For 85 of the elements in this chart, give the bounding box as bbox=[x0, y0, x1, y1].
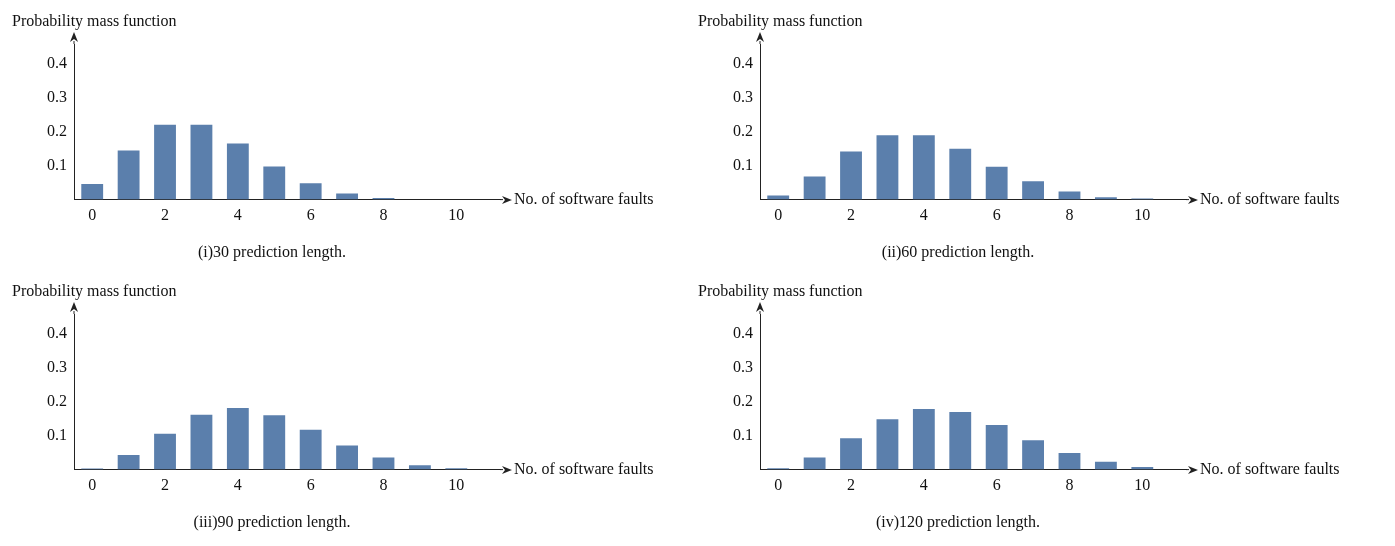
x-tick-label: 6 bbox=[992, 206, 1001, 224]
y-tick-label: 0.4 bbox=[47, 54, 67, 72]
x-tick-label: 4 bbox=[919, 476, 928, 494]
bar bbox=[226, 143, 249, 200]
y-tick-label: 0.2 bbox=[47, 392, 67, 410]
y-axis-title: Probability mass function bbox=[12, 12, 177, 31]
bar bbox=[949, 412, 972, 470]
bar bbox=[408, 465, 431, 470]
x-tick-label: 2 bbox=[161, 206, 170, 224]
y-tick-label: 0.1 bbox=[47, 425, 67, 443]
x-axis-title: No. of software faults bbox=[514, 459, 654, 477]
y-tick-label: 0.2 bbox=[733, 392, 753, 410]
x-tick-label: 10 bbox=[1134, 206, 1151, 224]
text: (iv)120 prediction length. bbox=[876, 512, 1040, 531]
text: (ii)60 prediction length. bbox=[881, 242, 1035, 261]
y-axis-title: Probability mass function bbox=[698, 12, 863, 31]
bar bbox=[876, 135, 899, 200]
bar bbox=[117, 150, 140, 200]
x-tick-label: 2 bbox=[847, 206, 856, 224]
bar bbox=[1058, 191, 1081, 200]
x-tick-label: 10 bbox=[1134, 476, 1151, 494]
bar bbox=[190, 414, 213, 470]
x-axis-title: No. of software faults bbox=[1200, 189, 1340, 207]
y-tick-label: 0.1 bbox=[733, 425, 753, 443]
bar bbox=[912, 135, 935, 200]
bar bbox=[372, 457, 395, 470]
x-tick-label: 4 bbox=[233, 476, 242, 494]
x-tick-label: 6 bbox=[992, 476, 1001, 494]
x-tick-label: 0 bbox=[88, 206, 97, 224]
x-tick-label: 6 bbox=[306, 476, 315, 494]
bar bbox=[263, 415, 286, 470]
x-tick-label: 2 bbox=[161, 476, 170, 494]
x-tick-label: 0 bbox=[774, 476, 783, 494]
y-tick-label: 0.4 bbox=[733, 54, 753, 72]
x-tick-label: 8 bbox=[379, 476, 388, 494]
bar bbox=[336, 445, 358, 470]
x-axis-title: No. of software faults bbox=[1200, 459, 1340, 477]
x-tick-label: 4 bbox=[233, 206, 242, 224]
y-tick-label: 0.3 bbox=[47, 358, 67, 376]
x-tick-label: 2 bbox=[847, 476, 856, 494]
bar bbox=[949, 148, 972, 200]
bar bbox=[985, 166, 1008, 200]
x-tick-label: 6 bbox=[306, 206, 315, 224]
y-tick-label: 0.1 bbox=[47, 155, 67, 173]
x-tick-label: 10 bbox=[448, 476, 465, 494]
x-axis-title: No. of software faults bbox=[514, 189, 654, 207]
x-tick-label: 8 bbox=[1065, 206, 1074, 224]
bar bbox=[803, 176, 826, 200]
bar bbox=[299, 429, 322, 470]
bar bbox=[1094, 461, 1117, 470]
y-axis-title: Probability mass function bbox=[12, 282, 177, 301]
bar bbox=[876, 419, 899, 470]
text: (iii)90 prediction length. bbox=[193, 512, 351, 531]
bar bbox=[1022, 440, 1044, 470]
x-tick-label: 4 bbox=[919, 206, 928, 224]
bar bbox=[190, 124, 213, 200]
bar bbox=[985, 424, 1008, 470]
y-tick-label: 0.2 bbox=[733, 122, 753, 140]
y-tick-label: 0.4 bbox=[47, 324, 67, 342]
x-tick-label: 0 bbox=[88, 476, 97, 494]
y-tick-label: 0.3 bbox=[733, 88, 753, 106]
bar bbox=[263, 166, 286, 200]
x-tick-label: 8 bbox=[379, 206, 388, 224]
x-tick-label: 8 bbox=[1065, 476, 1074, 494]
x-tick-label: 0 bbox=[774, 206, 783, 224]
bar bbox=[117, 455, 140, 470]
bar bbox=[912, 409, 935, 470]
text: (i)30 prediction length. bbox=[198, 242, 346, 261]
y-axis-title: Probability mass function bbox=[698, 282, 863, 301]
y-tick-label: 0.2 bbox=[47, 122, 67, 140]
bar bbox=[154, 433, 176, 470]
bar bbox=[803, 457, 826, 470]
bar bbox=[1022, 181, 1044, 200]
y-tick-label: 0.3 bbox=[47, 88, 67, 106]
bar bbox=[226, 408, 249, 470]
y-tick-label: 0.3 bbox=[733, 358, 753, 376]
bar bbox=[840, 438, 862, 470]
bar bbox=[81, 184, 104, 200]
y-tick-label: 0.1 bbox=[733, 155, 753, 173]
bar bbox=[840, 151, 862, 200]
y-tick-label: 0.4 bbox=[733, 324, 753, 342]
bar bbox=[154, 124, 176, 200]
bar bbox=[1058, 453, 1081, 470]
bar bbox=[299, 183, 322, 200]
x-tick-label: 10 bbox=[448, 206, 465, 224]
